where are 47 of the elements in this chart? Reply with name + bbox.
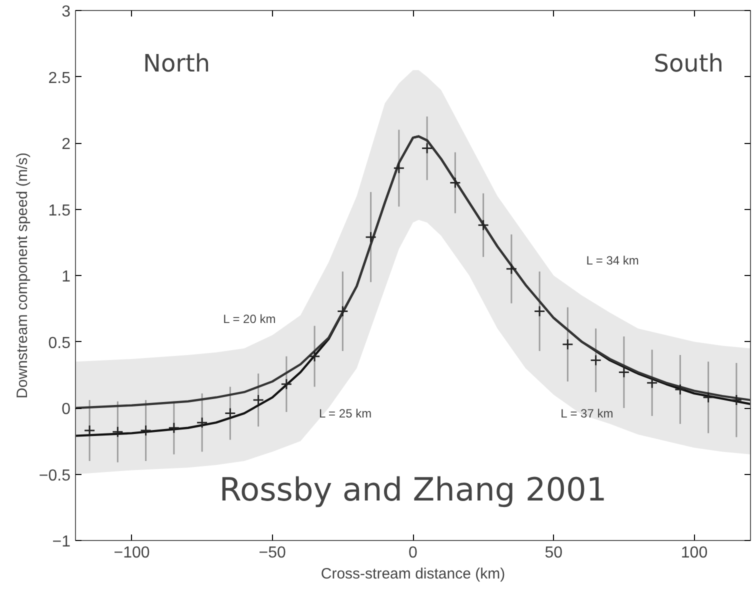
y-axis-title: Downstream component speed (m/s) (14, 152, 31, 398)
x-tick-label: −100 (114, 544, 150, 562)
point (730, 394, 742, 406)
point (308, 350, 320, 362)
point (280, 378, 292, 390)
point (506, 263, 518, 275)
point (646, 377, 658, 389)
x-axis-title: Cross-stream distance (km) (320, 566, 506, 582)
point (421, 142, 433, 154)
point (449, 177, 461, 188)
point (140, 424, 152, 436)
x-tick-label: 100 (680, 544, 708, 562)
point (618, 366, 630, 378)
annotation: L = 37 km (560, 406, 614, 420)
annotation: North (143, 50, 210, 78)
annotation: South (654, 50, 724, 78)
y-tick-label: 0.5 (48, 334, 71, 352)
point (674, 384, 686, 396)
annotation: L = 25 km (318, 406, 372, 420)
y-tick-label: −0.5 (38, 467, 71, 484)
point (196, 416, 208, 428)
y-tick-label: 0 (62, 401, 71, 418)
x-tick-label: −50 (258, 544, 286, 562)
point (84, 424, 96, 436)
point (590, 354, 602, 366)
point (534, 306, 546, 318)
point (112, 426, 124, 438)
y-tick-label: 1.5 (48, 202, 71, 220)
annotation: L = 20 km (223, 312, 276, 326)
point (365, 231, 377, 243)
x-tick-label: 50 (544, 544, 563, 562)
y-tick-label: 3 (62, 4, 71, 20)
annotation: L = 34 km (586, 254, 639, 268)
point (252, 394, 264, 406)
y-tick-label: 2 (62, 136, 71, 153)
x-tick-label: 0 (408, 544, 418, 562)
y-tick-label: 2.5 (48, 70, 71, 87)
point (336, 306, 348, 318)
point (702, 392, 714, 404)
y-tick-label: 1 (62, 268, 71, 286)
point (393, 162, 405, 174)
point (168, 422, 180, 434)
y-tick-label: −1 (52, 534, 71, 550)
annotation: Rossby and Zhang 2001 (219, 470, 607, 509)
point (478, 219, 490, 231)
point (224, 408, 236, 420)
point (562, 338, 574, 350)
